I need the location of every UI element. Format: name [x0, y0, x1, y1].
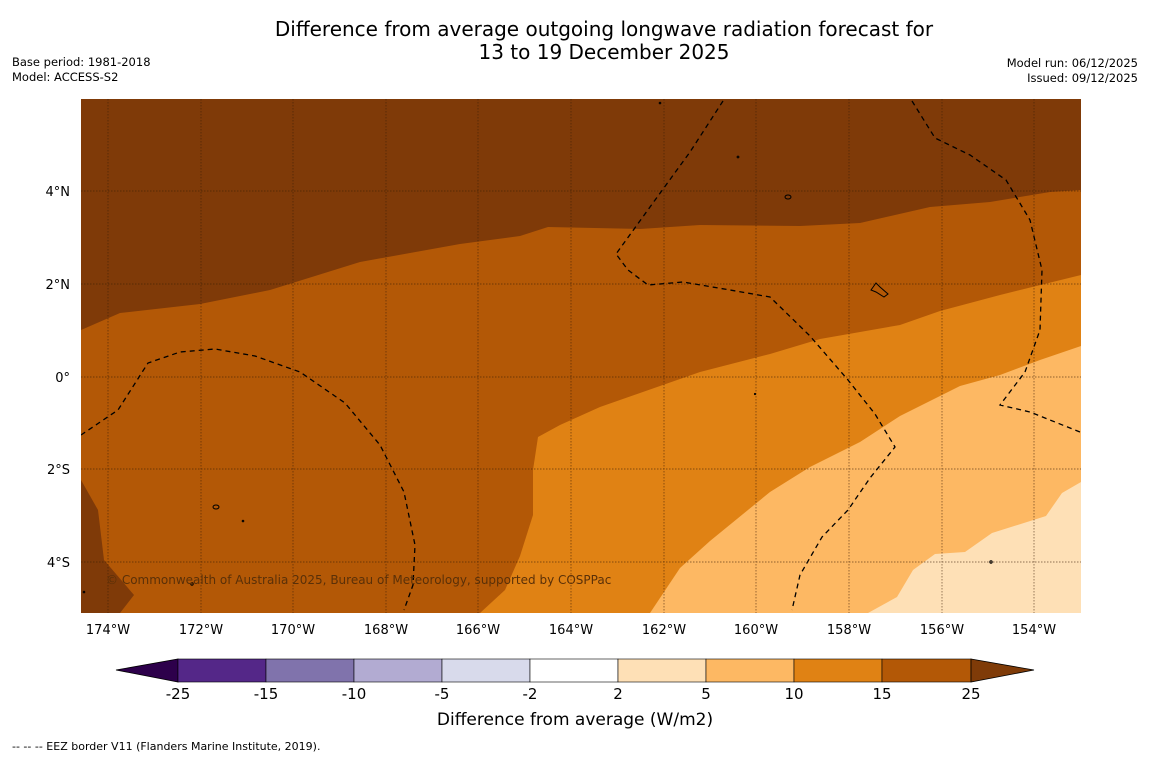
colorbar-tick-7: 5 — [701, 685, 711, 703]
colorbar-title: Difference from average (W/m2) — [436, 710, 714, 730]
island-5 — [736, 155, 740, 159]
lat-label-4n: 4°N — [46, 185, 71, 200]
chart-title: Difference from average outgoing longwav… — [0, 18, 1150, 64]
colorbar-tick-10: 25 — [961, 685, 980, 703]
island-7 — [989, 560, 993, 564]
island-10 — [82, 590, 86, 594]
islands — [82, 101, 993, 594]
colorbar-segment-4 — [441, 658, 531, 683]
colorbar-segment-2 — [265, 658, 355, 683]
island-6 — [658, 101, 662, 105]
lat-label-2s: 2°S — [47, 463, 70, 478]
region-2-5 — [868, 482, 1081, 613]
island-1 — [784, 194, 792, 200]
colorbar-tick-5: -2 — [523, 685, 538, 703]
model-run: Model run: 06/12/2025 — [1006, 56, 1138, 70]
colorbar-tick-9: 15 — [872, 685, 891, 703]
lon-label-154w: 154°W — [1012, 623, 1056, 638]
eez-borders — [81, 100, 1081, 611]
lon-label-170w: 170°W — [271, 623, 315, 638]
colorbar-extend-high — [970, 658, 1035, 683]
colorbar-tick-4: -5 — [435, 685, 450, 703]
lon-label-158w: 158°W — [827, 623, 871, 638]
colorbar-tick-1: -25 — [166, 685, 191, 703]
map-area: © Commonwealth of Australia 2025, Bureau… — [81, 99, 1081, 613]
lon-label-160w: 160°W — [734, 623, 778, 638]
colorbar: -25 -15 -10 -5 -2 2 5 10 15 25 — [115, 658, 1035, 703]
colorbar-tick-6: 2 — [613, 685, 623, 703]
lon-label-164w: 164°W — [549, 623, 593, 638]
region-edge — [81, 480, 134, 613]
meta-right: Model run: 06/12/2025 Issued: 09/12/2025 — [1007, 56, 1138, 86]
colorbar-segment-6 — [617, 658, 707, 683]
lon-labels: 174°W 172°W 170°W 168°W 166°W 164°W 162°… — [86, 623, 1056, 638]
eez-border-right — [911, 100, 1081, 433]
copyright-notice: © Commonwealth of Australia 2025, Bureau… — [106, 573, 611, 587]
colorbar-segment-8 — [793, 658, 883, 683]
island-8 — [753, 392, 757, 396]
issued-date: Issued: 09/12/2025 — [1027, 71, 1138, 85]
lon-label-174w: 174°W — [86, 623, 130, 638]
meta-left: Base period: 1981-2018 Model: ACCESS-S2 — [12, 55, 151, 85]
eez-footnote: -- -- -- EEZ border V11 (Flanders Marine… — [12, 740, 321, 753]
colorbar-segment-5 — [529, 658, 619, 683]
lat-label-0: 0° — [55, 371, 70, 386]
base-period: Base period: 1981-2018 — [12, 55, 151, 69]
colorbar-segment-9 — [881, 658, 972, 683]
lon-label-156w: 156°W — [920, 623, 964, 638]
lat-labels: 4°N 2°N 0° 2°S 4°S — [46, 185, 71, 571]
colorbar-segment-3 — [353, 658, 443, 683]
colorbar-tick-3: -10 — [342, 685, 367, 703]
island-9 — [190, 582, 194, 586]
model-name: Model: ACCESS-S2 — [12, 70, 119, 84]
title-line-2: 13 to 19 December 2025 — [478, 40, 730, 64]
lon-label-162w: 162°W — [642, 623, 686, 638]
colorbar-tick-8: 10 — [784, 685, 803, 703]
colorbar-extend-low — [115, 658, 179, 683]
colorbar-segment-1 — [177, 658, 267, 683]
lon-label-168w: 168°W — [364, 623, 408, 638]
colorbar-tick-2: -15 — [254, 685, 279, 703]
eez-border-left — [81, 348, 416, 611]
island-4 — [241, 519, 245, 523]
island-3 — [212, 504, 220, 510]
lat-label-2n: 2°N — [46, 278, 71, 293]
lat-label-4s: 4°S — [47, 556, 70, 571]
title-line-1: Difference from average outgoing longwav… — [274, 17, 934, 41]
island-2 — [870, 282, 889, 298]
colorbar-segment-7 — [705, 658, 795, 683]
lon-label-172w: 172°W — [179, 623, 223, 638]
lon-label-166w: 166°W — [456, 623, 500, 638]
